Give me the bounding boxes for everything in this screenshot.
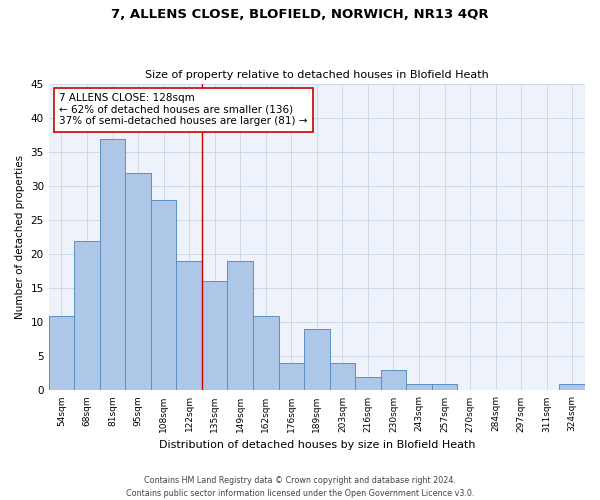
Bar xyxy=(125,172,151,390)
Text: Contains HM Land Registry data © Crown copyright and database right 2024.
Contai: Contains HM Land Registry data © Crown c… xyxy=(126,476,474,498)
Bar xyxy=(559,384,585,390)
Bar xyxy=(355,377,380,390)
Text: 7, ALLENS CLOSE, BLOFIELD, NORWICH, NR13 4QR: 7, ALLENS CLOSE, BLOFIELD, NORWICH, NR13… xyxy=(111,8,489,20)
Title: Size of property relative to detached houses in Blofield Heath: Size of property relative to detached ho… xyxy=(145,70,489,81)
Bar xyxy=(74,240,100,390)
Bar xyxy=(202,282,227,391)
Bar xyxy=(151,200,176,390)
Bar xyxy=(380,370,406,390)
Bar xyxy=(329,363,355,390)
Bar xyxy=(278,363,304,390)
Bar xyxy=(100,138,125,390)
X-axis label: Distribution of detached houses by size in Blofield Heath: Distribution of detached houses by size … xyxy=(158,440,475,450)
Text: 7 ALLENS CLOSE: 128sqm
← 62% of detached houses are smaller (136)
37% of semi-de: 7 ALLENS CLOSE: 128sqm ← 62% of detached… xyxy=(59,93,308,126)
Bar xyxy=(304,329,329,390)
Bar xyxy=(176,261,202,390)
Bar xyxy=(432,384,457,390)
Bar xyxy=(253,316,278,390)
Bar xyxy=(227,261,253,390)
Y-axis label: Number of detached properties: Number of detached properties xyxy=(15,155,25,320)
Bar xyxy=(406,384,432,390)
Bar xyxy=(49,316,74,390)
